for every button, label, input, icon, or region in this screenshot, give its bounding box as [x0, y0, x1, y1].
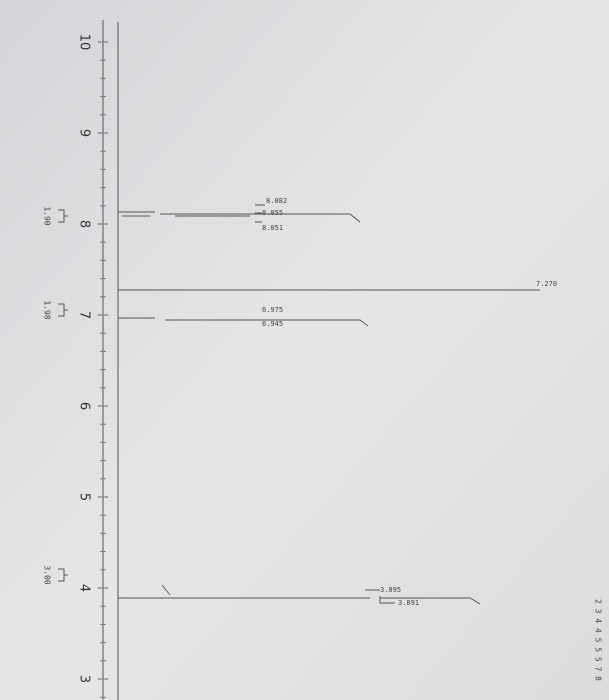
integral-bracket: [58, 568, 68, 582]
peak-3-9: [118, 597, 481, 605]
peak-label: 8.082: [266, 197, 287, 205]
peak-label: 3.895: [380, 586, 401, 594]
corner-text: 2 3 4 4 5 5 5 7 8: [594, 599, 603, 681]
integral-bracket: [58, 209, 68, 223]
integral-bracket: [58, 303, 68, 317]
peak-label: 7.270: [536, 280, 557, 288]
integral-value: 3.00: [43, 565, 52, 584]
axis-tick-label: 4: [77, 584, 92, 592]
axis-tick-label: 3: [77, 675, 92, 683]
peak-label: 6.975: [262, 306, 283, 314]
peak-7: [118, 317, 369, 327]
axis-tick-label: 7: [77, 311, 92, 319]
axis-tick-label: 8: [77, 220, 92, 228]
axis-tick-label: 9: [77, 129, 92, 137]
integral-value: 1.90: [43, 206, 52, 225]
integral-value: 1.98: [43, 300, 52, 319]
peak-label: 3.891: [398, 599, 419, 607]
axis-tick-label: 10: [77, 34, 92, 51]
label-leaders: [161, 204, 395, 604]
peak-8: [118, 211, 361, 223]
spectrum: [102, 20, 540, 700]
axis-tick-label: 6: [77, 402, 92, 410]
axis-tick-label: 5: [77, 493, 92, 501]
peak-label: 8.055: [262, 209, 283, 217]
peak-label: 6.945: [262, 320, 283, 328]
peak-label: 8.051: [262, 224, 283, 232]
